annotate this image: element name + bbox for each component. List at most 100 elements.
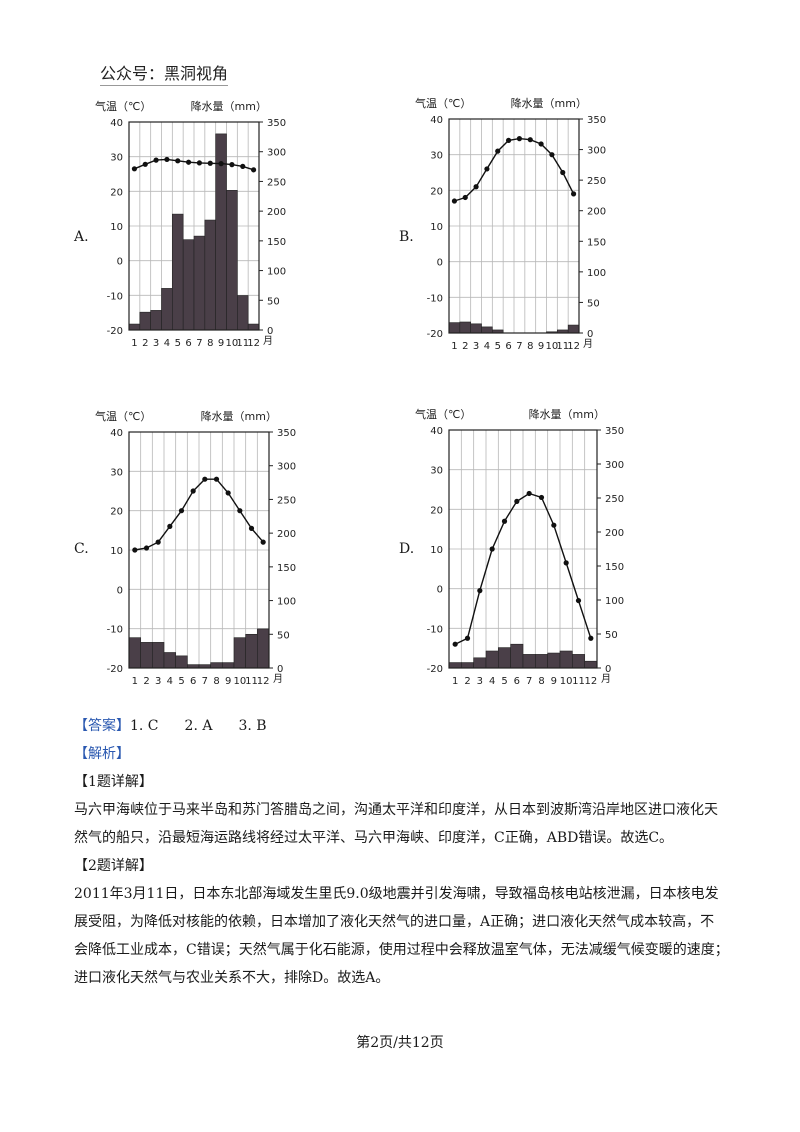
temperature-point: [477, 588, 483, 594]
month-suffix-label: 月: [273, 673, 283, 685]
precip-bar: [247, 323, 260, 331]
month-tick-label: 8: [207, 338, 213, 349]
precip-tick-label: 300: [267, 148, 286, 159]
precip-bar: [233, 637, 246, 669]
precip-bar: [245, 633, 258, 669]
month-tick-label: 7: [202, 676, 208, 687]
temp-tick-label: -20: [107, 664, 123, 675]
answer-label: 【答案】: [74, 718, 130, 734]
temperature-point: [131, 166, 138, 172]
temp-tick-label: 10: [430, 545, 443, 556]
precip-tick-label: 200: [277, 529, 296, 540]
month-tick-label: 3: [477, 676, 483, 687]
month-tick-label: 11: [245, 676, 258, 687]
precip-tick-label: 0: [587, 329, 593, 340]
month-tick-label: 5: [501, 676, 507, 687]
month-tick-label: 12: [567, 341, 580, 352]
precip-bar: [226, 190, 238, 331]
temperature-point: [218, 161, 224, 167]
month-tick-label: 12: [257, 676, 270, 687]
q1-heading: 【1题详解】: [74, 774, 153, 790]
temp-tick-label: 20: [430, 505, 443, 516]
precip-bar: [485, 650, 499, 669]
month-tick-label: 7: [196, 338, 202, 349]
precip-tick-label: 300: [277, 462, 296, 473]
temp-tick-label: 0: [117, 257, 123, 268]
precip-bar: [470, 323, 482, 334]
temperature-point: [526, 490, 532, 497]
temperature-point: [527, 137, 533, 143]
month-tick-label: 12: [247, 338, 260, 349]
temperature-point: [538, 141, 544, 147]
temp-tick-label: 40: [430, 426, 443, 437]
temperature-point: [452, 641, 458, 647]
temperature-point: [167, 523, 173, 529]
option-label-b: B.: [399, 229, 414, 245]
precip-bar: [182, 239, 195, 331]
precip-tick-label: 250: [605, 494, 624, 505]
temperature-point: [501, 518, 508, 524]
precip-bar: [559, 650, 573, 669]
temperature-point: [570, 191, 577, 197]
temp-tick-label: 0: [437, 258, 443, 269]
precip-bar: [547, 652, 561, 669]
month-tick-label: 1: [451, 341, 457, 352]
precip-bar: [448, 662, 462, 669]
month-tick-label: 3: [155, 676, 161, 687]
precip-tick-label: 250: [587, 176, 606, 187]
watermark: 公众号：黑洞视角: [100, 60, 229, 86]
temp-tick-label: 30: [430, 466, 443, 477]
temperature-point: [207, 160, 213, 166]
month-tick-label: 2: [143, 676, 149, 687]
temp-tick-label: 10: [110, 222, 123, 233]
q2-line-1: 2011年3月11日，日本东北部海域发生里氏9.0级地震并引发海啸，导致福岛核电…: [74, 886, 719, 902]
temperature-point: [495, 148, 501, 154]
temp-tick-label: 20: [110, 187, 123, 198]
q2-line-3: 会降低工业成本，C错误；天然气属于化石能源，使用过程中会释放温室气体，无法减缓气…: [74, 942, 729, 958]
precip-bar: [193, 235, 206, 331]
month-tick-label: 10: [233, 676, 246, 687]
temperature-point: [142, 161, 148, 167]
precip-tick-label: 350: [605, 426, 624, 437]
temperature-point: [143, 545, 150, 551]
month-tick-label: 9: [538, 341, 544, 352]
temperature-point: [248, 525, 255, 531]
precip-tick-label: 150: [267, 237, 286, 248]
month-tick-label: 1: [131, 338, 137, 349]
precip-axis-title: 降水量（mm）: [511, 96, 587, 110]
temp-tick-label: 40: [110, 118, 123, 129]
month-tick-label: 10: [560, 676, 573, 687]
analysis-label: 【解析】: [74, 746, 130, 762]
month-tick-label: 7: [526, 676, 532, 687]
temp-tick-label: -20: [427, 664, 443, 675]
temperature-point: [473, 184, 479, 190]
month-suffix-label: 月: [583, 338, 593, 350]
precip-bar: [152, 642, 165, 669]
temperature-point: [538, 494, 545, 501]
temp-tick-label: 10: [110, 546, 123, 557]
temperature-point: [185, 159, 192, 165]
temp-axis-title: 气温（℃）: [415, 96, 471, 110]
precip-bar: [161, 288, 173, 331]
temp-tick-label: -10: [107, 291, 123, 302]
month-tick-label: 4: [164, 338, 170, 349]
precip-tick-label: 0: [277, 664, 283, 675]
precip-tick-label: 250: [277, 495, 296, 506]
temperature-point: [484, 166, 490, 172]
precip-tick-label: 50: [277, 630, 290, 641]
answer-item-1: 1. C: [130, 718, 159, 734]
precip-tick-label: 350: [587, 115, 606, 126]
month-tick-label: 11: [236, 338, 249, 349]
q2-line-4: 进口液化天然气与农业关系不大，排除D。故选A。: [74, 970, 390, 986]
month-tick-label: 6: [505, 341, 511, 352]
precip-bar: [448, 322, 461, 334]
climate-chart-a: 气温（℃） 降水量（mm）403020100-10-203503002502001…: [95, 99, 286, 349]
month-tick-label: 8: [538, 676, 544, 687]
precip-bar: [572, 654, 585, 669]
month-tick-label: 9: [225, 676, 231, 687]
temperature-point: [153, 157, 159, 163]
precip-bar: [139, 311, 151, 331]
precip-bar: [461, 662, 474, 669]
precip-bar: [140, 642, 153, 669]
temp-tick-label: 0: [117, 585, 123, 596]
